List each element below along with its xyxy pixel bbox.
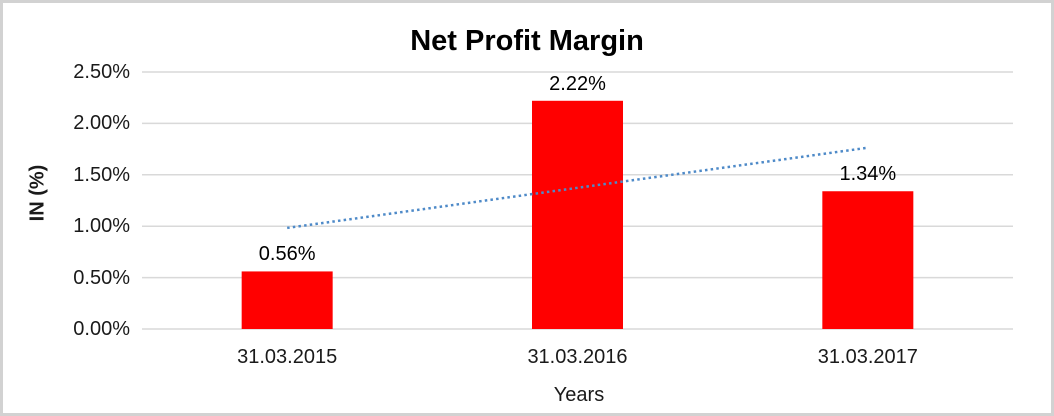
y-axis-title: IN (%) <box>26 164 49 222</box>
bar-31.03.2015 <box>241 271 333 329</box>
y-tick-label: 1.00% <box>73 215 130 238</box>
x-tick-label: 31.03.2015 <box>237 346 338 368</box>
chart-title: Net Profit Margin <box>410 25 644 57</box>
bar-31.03.2016 <box>532 100 623 329</box>
x-tick-label: 31.03.2017 <box>817 346 918 368</box>
trendline <box>286 146 869 230</box>
bar-31.03.2017 <box>822 191 914 329</box>
y-tick-label: 1.50% <box>73 163 130 186</box>
x-tick-label: 31.03.2016 <box>527 346 628 368</box>
bar-data-label: 2.22% <box>549 72 606 95</box>
y-tick-label: 2.00% <box>73 112 130 135</box>
y-tick-label: 0.00% <box>73 318 130 340</box>
y-tick-label: 0.50% <box>73 266 130 289</box>
x-axis-title: Years <box>553 384 605 406</box>
y-tick-label: 2.50% <box>73 61 130 83</box>
bar-data-label: 1.34% <box>839 163 897 186</box>
bar-data-label: 0.56% <box>258 243 316 266</box>
plot-area <box>142 71 1013 330</box>
